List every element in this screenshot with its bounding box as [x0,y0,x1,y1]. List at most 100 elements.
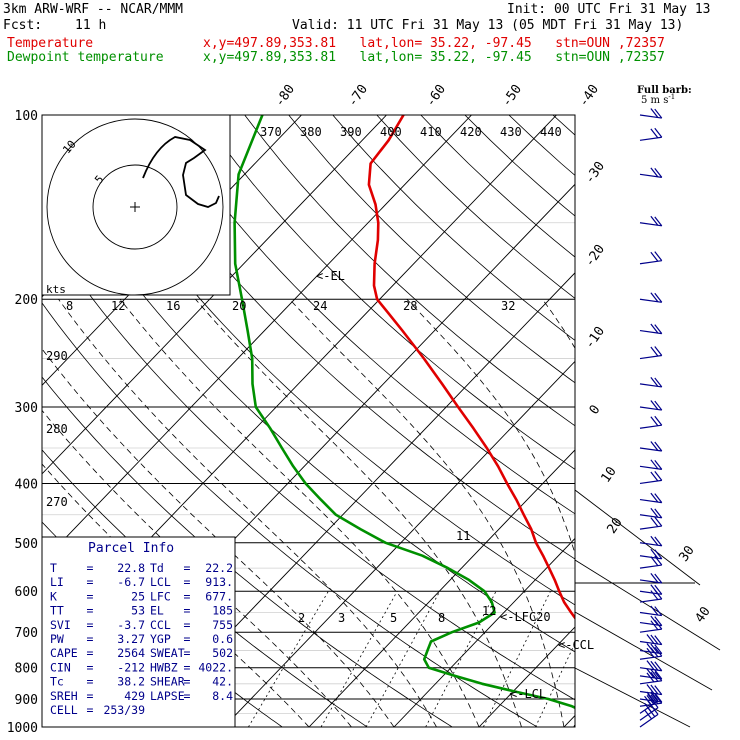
wind-barb [639,400,663,411]
forecast-hour: 11 h [75,18,107,33]
parcel-cell: = [87,618,94,632]
isotherm-line [223,360,575,727]
parcel-cell: 4022. [198,660,233,674]
dry-adiabat [42,146,575,653]
parcel-cell: 677. [205,589,233,603]
isotherm-line [138,272,575,727]
hodograph-ring [46,118,224,296]
wind-barb [639,516,663,530]
theta-label: 400 [380,125,402,139]
sounding-curves [233,115,575,710]
parcel-cell: = [184,589,191,603]
wind-barb [639,660,663,672]
parcel-cell: 913. [205,575,233,589]
valid-time: Valid: 11 UTC Fri 31 May 13 (05 MDT Fri … [292,18,684,33]
mixing-ratio-line [573,723,575,727]
parcel-cell: Tc [50,675,64,689]
parcel-cell: 42. [212,675,233,689]
parcel-cell: -3.7 [117,618,145,632]
forecast-label: Fcst: [3,18,43,33]
parcel-cell: 8.4 [212,689,233,703]
parcel-cell: SREH [50,689,78,703]
annotation-lcl: <-LCL [510,687,546,701]
parcel-cell: HWBZ [150,660,178,674]
wind-barb [639,127,663,141]
pressure-label: 1000 [7,721,38,736]
parcel-cell: T [50,561,57,575]
parcel-cell: = [184,689,191,703]
parcel-cell: CELL [50,703,78,717]
theta-e-label: 280 [46,422,68,436]
theta-e-label: 290 [46,349,68,363]
barb-legend-unit: 5 m s-1 [641,93,675,106]
wind-barb [639,605,663,617]
isotherm-label: -50 [499,82,525,110]
mixing-ratio-label: 28 [403,299,417,313]
wind-barb [639,643,663,655]
parcel-cell: 53 [131,604,145,618]
theta-label: 410 [420,125,442,139]
plot-frame [41,114,576,728]
mixing-ratio-label: 5 [390,611,397,625]
parcel-cell: = [87,632,94,646]
parcel-cell: PW [50,632,64,646]
wind-barb [639,215,663,227]
mixing-ratio-label: 12 [482,604,496,618]
wind-barb [639,167,663,178]
parcel-cell: TT [50,604,64,618]
parcel-cell: 2564 [117,646,145,660]
wind-barb [639,471,663,485]
parcel-cell: CAPE [50,646,78,660]
wind-barb [639,615,663,627]
wind-barb [639,535,663,547]
extended-isotherm [574,489,701,586]
wind-barb [639,251,663,265]
isotherm-line [308,449,575,727]
dry-adiabat [200,115,575,470]
mixing-ratio-line [482,591,551,727]
moist-adiabat [42,463,310,727]
annotation-value: 11 [456,529,470,543]
isotherm-label: -70 [345,82,371,110]
annotation-lfc: <-LFC20 [500,610,551,624]
pressure-label: 600 [15,585,38,600]
parcel-cell: = [184,660,191,674]
isotherm-line [42,115,387,475]
isotherm-label: -80 [272,82,298,110]
moist-adiabat [734,299,740,727]
parcel-cell: 22.2 [205,561,233,575]
parcel-cell: = [87,604,94,618]
mixing-ratio-label: 24 [313,299,327,313]
isotherm-label: 30 [676,543,697,564]
isotherm-label: 0 [587,402,604,417]
wind-barbs [639,108,663,728]
wind-barb [639,323,663,335]
parcel-cell: 429 [124,689,145,703]
parcel-cell: = [184,575,191,589]
dewpoint-station-info: x,y=497.89,353.81 lat,lon= 35.22, -97.45… [203,50,665,65]
parcel-cell: = [184,675,191,689]
wind-barb [639,668,663,680]
annotation-ccl: <-CCL [558,638,594,652]
wind-barb [639,684,663,696]
theta-label: 440 [540,125,562,139]
dry-adiabat [729,115,740,740]
wind-barb [639,441,663,452]
pressure-label: 700 [15,626,38,641]
parcel-cell: = [184,632,191,646]
isotherm-line [42,115,472,564]
parcel-title: Parcel Info [88,541,174,556]
dry-adiabat [156,115,575,515]
init-time: Init: 00 UTC Fri 31 May 13 [507,2,711,17]
legend-dewpoint: Dewpoint temperature [7,50,164,65]
mixing-ratio-label: 8 [438,611,445,625]
parcel-cell: CIN [50,660,71,674]
parcel-cell: 0.6 [212,632,233,646]
mixing-ratio-line [320,591,398,727]
mixing-ratio-label: 32 [501,299,515,313]
theta-label: 390 [340,125,362,139]
theta-label: 430 [500,125,522,139]
parcel-cell: LI [50,575,64,589]
mixing-ratio-label: 12 [111,299,125,313]
theta-label: 380 [300,125,322,139]
